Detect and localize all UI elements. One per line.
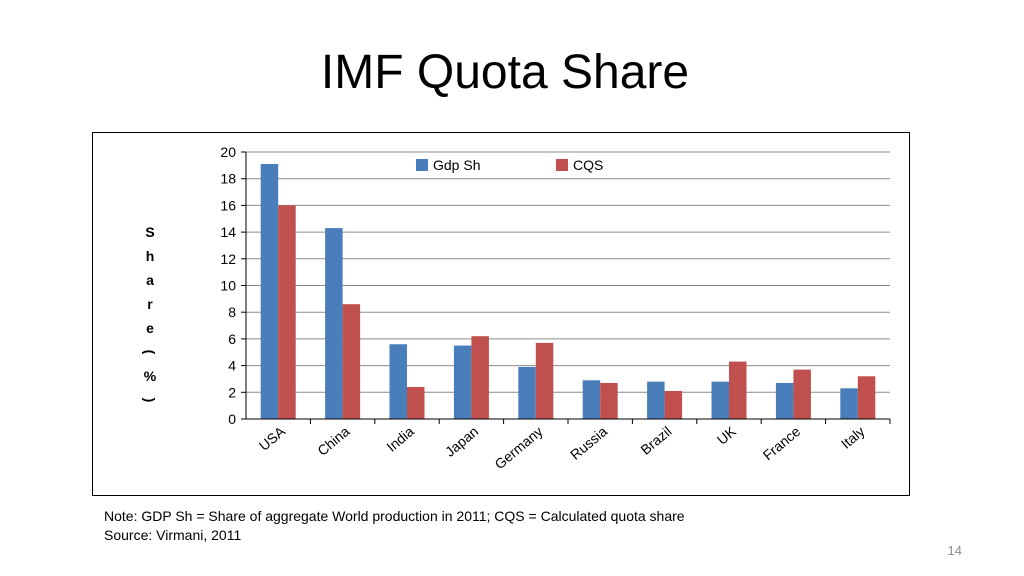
category-label-germany: Germany (491, 423, 545, 472)
bar-gdp-sh-india (389, 344, 407, 419)
y-axis-label-char: h (146, 248, 155, 264)
y-axis-label: Share (%) (142, 224, 158, 402)
y-tick-label: 16 (220, 197, 236, 213)
chart-note: Note: GDP Sh = Share of aggregate World … (104, 507, 685, 545)
legend-item-gdp-sh: Gdp Sh (416, 157, 480, 173)
axes (241, 151, 891, 424)
y-axis-label-char: % (144, 368, 157, 384)
bar-cqs-france (793, 369, 811, 419)
y-axis-label-char: e (146, 320, 154, 336)
bars (260, 164, 876, 419)
bar-gdp-sh-usa (260, 164, 279, 419)
legend-label: Gdp Sh (433, 157, 480, 173)
category-label-uk: UK (714, 423, 740, 448)
note-definition: Note: GDP Sh = Share of aggregate World … (104, 508, 685, 524)
bar-chart: 0 2 4 6 8 10 12 14 16 18 20 USA China India Japan Germ… (142, 144, 891, 473)
legend: Gdp Sh CQS (416, 157, 603, 173)
category-label-italy: Italy (838, 423, 868, 452)
category-labels: USA China India Japan Germany Russia Brazil UK F… (256, 423, 868, 473)
y-tick-label: 10 (220, 278, 236, 294)
category-label-brazil: Brazil (637, 423, 674, 458)
y-tick-label: 2 (228, 384, 236, 400)
bar-gdp-sh-italy (840, 388, 858, 419)
y-tick-label: 0 (228, 411, 236, 427)
category-label-india: India (383, 423, 417, 455)
legend-label: CQS (573, 157, 603, 173)
category-label-russia: Russia (567, 423, 610, 463)
bar-cqs-china (342, 304, 361, 419)
category-label-usa: USA (256, 423, 289, 454)
bar-gdp-sh-brazil (647, 381, 665, 419)
y-tick-label: 12 (220, 251, 236, 267)
y-tick-label: 18 (220, 171, 236, 187)
slide-number: 14 (947, 543, 962, 558)
category-label-japan: Japan (442, 423, 482, 460)
bar-cqs-brazil (664, 390, 683, 419)
slide-title: IMF Quota Share (320, 46, 690, 99)
bar-cqs-japan (471, 336, 489, 419)
y-tick-labels: 0 2 4 6 8 10 12 14 16 18 20 (220, 144, 236, 427)
legend-swatch (556, 159, 568, 171)
bar-cqs-india (407, 386, 425, 419)
y-tick-label: 14 (220, 224, 236, 240)
bar-cqs-italy (857, 376, 876, 419)
note-source: Source: Virmani, 2011 (104, 527, 242, 543)
chart-frame: 0 2 4 6 8 10 12 14 16 18 20 USA China India Japan Germ… (92, 132, 910, 496)
bar-gdp-sh-uk (711, 381, 729, 419)
bar-cqs-usa (278, 205, 296, 419)
category-label-china: China (314, 423, 352, 459)
bar-gdp-sh-russia (582, 380, 601, 419)
y-axis-label-char: a (146, 272, 154, 288)
y-axis-label-char: ( (142, 350, 158, 355)
bar-cqs-russia (600, 382, 618, 419)
bar-gdp-sh-france (775, 382, 794, 419)
y-tick-label: 6 (228, 331, 236, 347)
y-axis-label-char: S (145, 224, 154, 240)
bar-cqs-uk (729, 361, 747, 419)
legend-item-cqs: CQS (556, 157, 603, 173)
legend-swatch (416, 159, 428, 171)
category-label-france: France (760, 423, 804, 463)
y-axis-label-char: r (147, 296, 153, 312)
y-tick-label: 20 (220, 144, 236, 160)
y-axis-label-char: ) (142, 398, 158, 403)
bar-gdp-sh-china (325, 228, 343, 419)
bar-cqs-germany (535, 342, 554, 419)
bar-gdp-sh-germany (518, 366, 536, 419)
y-tick-label: 8 (228, 304, 236, 320)
y-tick-label: 4 (228, 358, 236, 374)
bar-gdp-sh-japan (453, 345, 472, 419)
